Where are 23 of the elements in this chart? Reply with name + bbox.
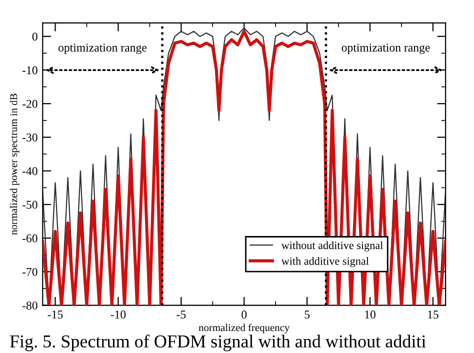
x-tick-label: 15: [428, 310, 438, 319]
y-tick-label: -30: [22, 133, 38, 142]
y-tick-label: -60: [22, 234, 38, 242]
y-axis-title: normalized power spectrum in dB: [10, 94, 20, 235]
x-tick-label: 10: [365, 310, 376, 319]
y-tick-label: 0: [32, 32, 38, 41]
x-tick-label: 5: [304, 310, 310, 319]
legend-label: with additive signal: [281, 256, 369, 268]
x-tick-label: 0: [242, 310, 247, 319]
y-tick-label: -10: [22, 66, 38, 74]
legend-label: without additive signal: [281, 241, 383, 252]
y-tick-label: -80: [22, 302, 38, 310]
caption: Fig. 5. Spectrum of OFDM signal with and without additi: [10, 334, 426, 352]
y-tick-label: -40: [22, 167, 38, 176]
y-tick-label: -50: [22, 200, 38, 209]
y-tick-label: -70: [22, 268, 38, 276]
annotation: optimization range: [342, 44, 430, 54]
y-tick-label: -20: [22, 100, 38, 108]
x-tick-label: -5: [176, 310, 186, 319]
x-axis-title: normalized frequency: [198, 324, 290, 334]
x-tick-label: -10: [110, 310, 126, 319]
x-tick-label: -15: [48, 310, 63, 319]
annotation: optimization range: [58, 44, 146, 54]
